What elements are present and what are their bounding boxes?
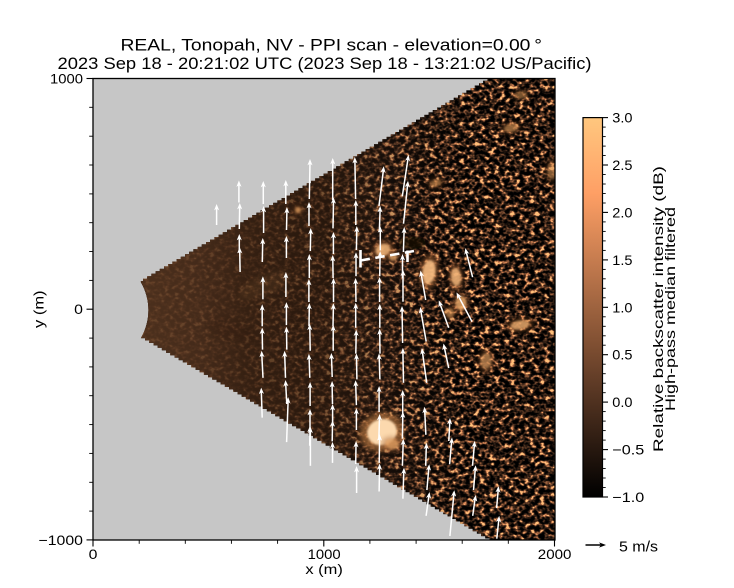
svg-text:0: 0 <box>89 546 98 562</box>
svg-text:1.5: 1.5 <box>612 252 632 268</box>
svg-text:2023 Sep 18 - 20:21:02 UTC (20: 2023 Sep 18 - 20:21:02 UTC (2023 Sep 18 … <box>58 55 592 73</box>
svg-text:Relative backscatter intensity: Relative backscatter intensity (dB) <box>650 166 666 452</box>
svg-text:−0.5: −0.5 <box>612 442 644 458</box>
svg-text:2.0: 2.0 <box>612 204 632 220</box>
svg-text:3.0: 3.0 <box>612 110 632 126</box>
svg-text:x (m): x (m) <box>305 561 343 577</box>
svg-text:1000: 1000 <box>308 546 341 562</box>
svg-text:0: 0 <box>74 301 83 317</box>
svg-text:0.5: 0.5 <box>612 347 632 363</box>
svg-text:5 m/s: 5 m/s <box>619 539 658 555</box>
svg-text:2.5: 2.5 <box>612 157 632 173</box>
svg-text:0.0: 0.0 <box>612 394 632 410</box>
svg-text:1000: 1000 <box>50 70 83 86</box>
svg-text:REAL, Tonopah, NV - PPI scan -: REAL, Tonopah, NV - PPI scan - elevation… <box>121 36 543 54</box>
svg-text:y (m): y (m) <box>31 290 47 328</box>
svg-text:−1000: −1000 <box>39 532 84 548</box>
svg-text:−1.0: −1.0 <box>612 489 644 505</box>
svg-text:High-pass median filtered: High-pass median filtered <box>662 207 678 411</box>
svg-text:2000: 2000 <box>538 546 572 562</box>
svg-text:1.0: 1.0 <box>612 299 632 315</box>
